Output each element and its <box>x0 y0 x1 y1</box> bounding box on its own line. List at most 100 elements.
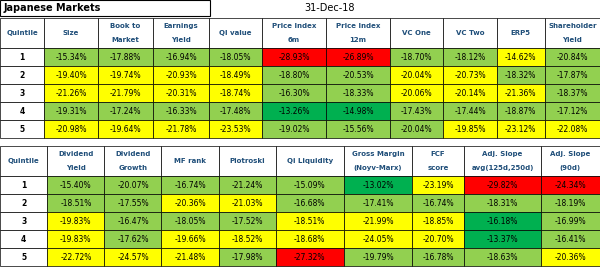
Text: -18.12%: -18.12% <box>455 52 486 62</box>
Bar <box>161 248 218 266</box>
Text: -18.37%: -18.37% <box>557 89 588 97</box>
Bar <box>98 102 153 120</box>
Bar <box>545 102 600 120</box>
Text: -18.70%: -18.70% <box>401 52 433 62</box>
Bar <box>412 230 464 248</box>
Bar <box>44 18 98 48</box>
Text: MF rank: MF rank <box>174 158 206 164</box>
Bar <box>541 230 600 248</box>
Bar <box>44 66 98 84</box>
Bar <box>0 248 47 266</box>
Text: -15.56%: -15.56% <box>342 124 374 133</box>
Bar <box>497 66 545 84</box>
Text: -20.84%: -20.84% <box>557 52 588 62</box>
Text: -18.63%: -18.63% <box>487 252 518 262</box>
Bar <box>275 212 344 230</box>
Bar <box>0 120 44 138</box>
Text: -14.62%: -14.62% <box>505 52 536 62</box>
Bar <box>0 102 44 120</box>
Text: -20.04%: -20.04% <box>401 70 433 79</box>
Bar <box>104 176 161 194</box>
Text: Market: Market <box>112 37 139 43</box>
Bar <box>390 48 443 66</box>
Bar <box>412 176 464 194</box>
Bar <box>218 176 275 194</box>
Bar <box>104 230 161 248</box>
Text: -18.87%: -18.87% <box>505 106 536 116</box>
Text: 3: 3 <box>20 89 25 97</box>
Text: -20.06%: -20.06% <box>401 89 433 97</box>
Text: QI value: QI value <box>219 30 251 36</box>
Text: 31-Dec-18: 31-Dec-18 <box>305 3 355 13</box>
Text: VC Two: VC Two <box>456 30 484 36</box>
Text: -23.12%: -23.12% <box>505 124 536 133</box>
Text: Dividend: Dividend <box>58 151 94 157</box>
Text: Quintile: Quintile <box>8 158 40 164</box>
Bar <box>153 66 209 84</box>
Bar <box>209 18 262 48</box>
Bar <box>412 146 464 176</box>
Bar <box>443 48 497 66</box>
Text: -19.64%: -19.64% <box>110 124 142 133</box>
Bar <box>412 248 464 266</box>
Text: -15.09%: -15.09% <box>294 181 326 190</box>
Bar <box>541 146 600 176</box>
Bar <box>209 48 262 66</box>
Text: Qi Liquidity: Qi Liquidity <box>287 158 333 164</box>
Bar <box>218 212 275 230</box>
Text: -20.14%: -20.14% <box>454 89 486 97</box>
Text: -13.37%: -13.37% <box>487 235 518 244</box>
Bar <box>218 230 275 248</box>
Bar <box>545 66 600 84</box>
Text: -19.85%: -19.85% <box>454 124 486 133</box>
Bar <box>464 230 541 248</box>
Text: 12m: 12m <box>350 37 367 43</box>
Bar <box>104 212 161 230</box>
Bar <box>412 194 464 212</box>
Bar <box>0 18 44 48</box>
Text: Price Index: Price Index <box>272 23 316 29</box>
Text: 3: 3 <box>21 217 26 225</box>
Bar <box>47 176 104 194</box>
Text: Shareholder: Shareholder <box>548 23 596 29</box>
Text: -20.36%: -20.36% <box>554 252 586 262</box>
Text: -18.51%: -18.51% <box>294 217 325 225</box>
Text: -17.87%: -17.87% <box>557 70 588 79</box>
Text: -16.18%: -16.18% <box>487 217 518 225</box>
Text: -19.74%: -19.74% <box>110 70 142 79</box>
Bar <box>541 176 600 194</box>
Text: 4: 4 <box>20 106 25 116</box>
Bar <box>541 248 600 266</box>
Bar <box>161 146 218 176</box>
Text: -20.04%: -20.04% <box>401 124 433 133</box>
Bar <box>344 146 412 176</box>
Text: -17.88%: -17.88% <box>110 52 141 62</box>
Bar <box>545 84 600 102</box>
Bar <box>262 18 326 48</box>
Bar <box>218 248 275 266</box>
Bar <box>275 194 344 212</box>
Text: -16.74%: -16.74% <box>174 181 206 190</box>
Text: -20.98%: -20.98% <box>55 124 87 133</box>
Bar <box>218 194 275 212</box>
Text: -13.02%: -13.02% <box>362 181 394 190</box>
Bar <box>344 212 412 230</box>
Bar <box>344 176 412 194</box>
Text: -20.70%: -20.70% <box>422 235 454 244</box>
Bar <box>209 84 262 102</box>
Bar <box>326 84 390 102</box>
Bar <box>390 84 443 102</box>
Bar <box>161 212 218 230</box>
Bar <box>545 120 600 138</box>
Bar <box>326 18 390 48</box>
Bar <box>0 48 44 66</box>
Text: -18.32%: -18.32% <box>505 70 536 79</box>
Text: -19.79%: -19.79% <box>362 252 394 262</box>
Bar <box>161 176 218 194</box>
Text: -28.93%: -28.93% <box>278 52 310 62</box>
Text: -16.33%: -16.33% <box>165 106 197 116</box>
Text: -21.79%: -21.79% <box>110 89 141 97</box>
Text: -17.43%: -17.43% <box>401 106 433 116</box>
Text: Earnings: Earnings <box>164 23 199 29</box>
Text: -19.83%: -19.83% <box>60 235 92 244</box>
